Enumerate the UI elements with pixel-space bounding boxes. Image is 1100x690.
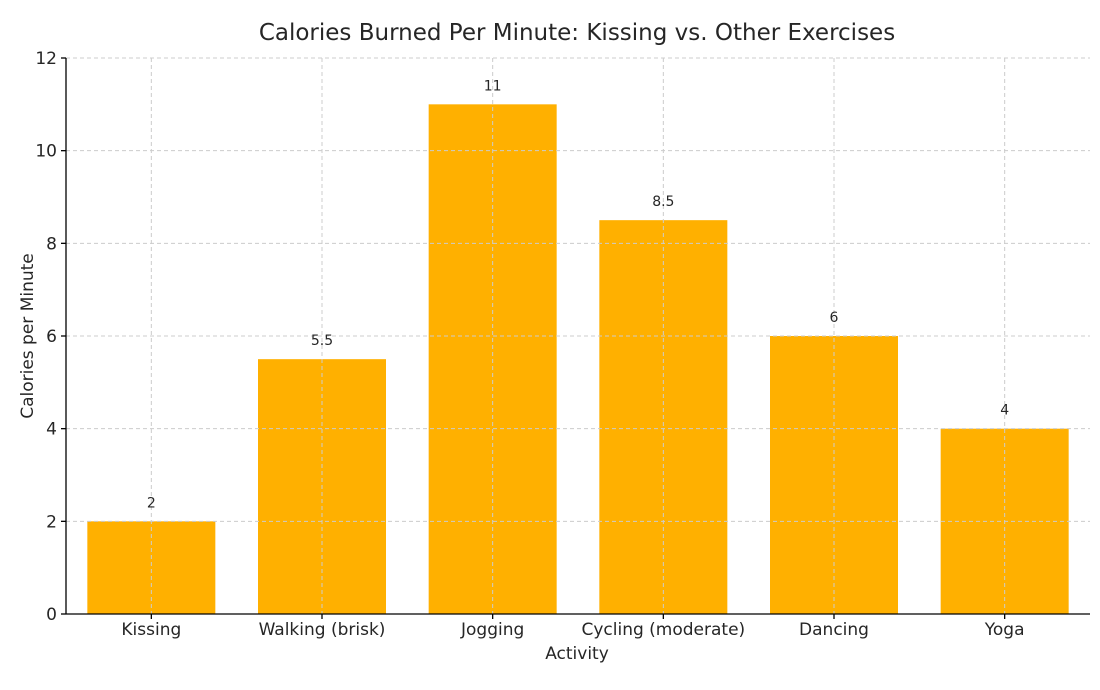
y-tick-label: 6 [46, 327, 57, 347]
y-tick-label: 8 [46, 234, 57, 254]
data-label: 4 [1000, 403, 1009, 419]
y-axis-label: Calories per Minute [18, 253, 38, 419]
x-tick-label: Kissing [121, 620, 181, 640]
x-tick-label: Walking (brisk) [259, 620, 386, 640]
data-labels: 2 5.5 11 8.5 6 4 [147, 78, 1009, 511]
x-tick-label: Dancing [799, 620, 869, 640]
y-tick-label: 10 [35, 142, 57, 162]
y-tick-label: 0 [46, 605, 57, 625]
y-tick-label: 4 [46, 420, 57, 440]
axes: 0 2 4 6 8 10 12 Kissing Walking (brisk) Jogging Cy… [35, 49, 1090, 640]
data-label: 11 [484, 78, 502, 94]
grid-lines [66, 57, 1090, 614]
chart-title: Calories Burned Per Minute: Kissing vs. … [259, 20, 895, 46]
data-label: 6 [830, 310, 839, 326]
y-tick-label: 2 [46, 512, 57, 532]
x-tick-label: Jogging [460, 620, 524, 640]
data-label: 2 [147, 495, 156, 511]
data-label: 8.5 [652, 194, 674, 210]
y-tick-label: 12 [35, 49, 57, 69]
x-axis-label: Activity [545, 644, 609, 664]
x-tick-label: Cycling (moderate) [581, 620, 745, 640]
x-tick-label: Yoga [984, 620, 1025, 640]
bars [87, 104, 1069, 614]
data-label: 5.5 [311, 333, 333, 349]
